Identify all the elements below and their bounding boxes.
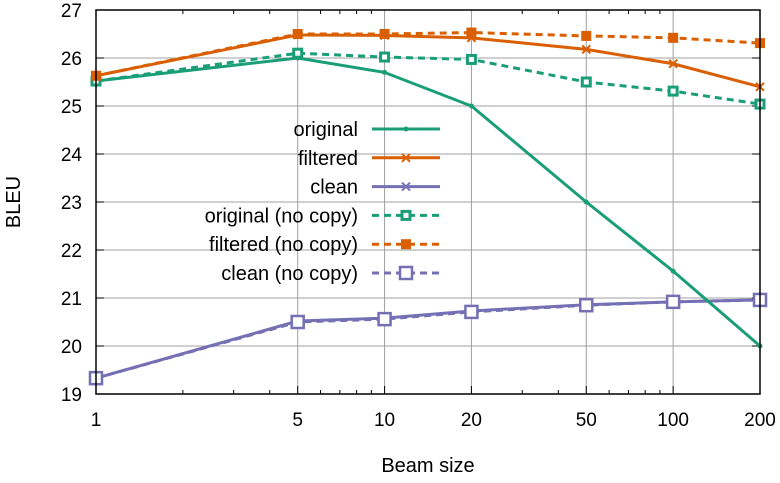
series-clean-no-copy- — [88, 292, 768, 386]
y-tick-label: 19 — [61, 385, 82, 406]
y-tick-label: 22 — [61, 241, 82, 262]
point-marker — [379, 51, 391, 63]
series-line — [95, 33, 761, 89]
point-marker — [579, 297, 594, 313]
point-marker — [377, 311, 392, 327]
point-marker — [668, 32, 679, 43]
x-axis-label: Beam size — [381, 455, 474, 477]
point-marker — [403, 126, 409, 132]
x-tick-label: 200 — [744, 410, 776, 431]
legend-label: original (no copy) — [205, 205, 358, 227]
legend-item: filtered (no copy) — [209, 234, 440, 256]
legend-item: clean — [310, 177, 440, 199]
point-marker — [398, 265, 414, 281]
point-marker — [667, 85, 679, 97]
point-marker — [379, 29, 390, 39]
legend-item: clean (no copy) — [221, 263, 440, 285]
point-marker — [468, 103, 474, 109]
ticks: 19 20 21 22 23 24 25 26 27 1 5 10 20 50 100 200 — [61, 1, 776, 431]
point-marker — [292, 29, 303, 39]
point-marker — [401, 153, 411, 163]
series-line — [95, 298, 761, 380]
x-tick-label: 20 — [461, 410, 482, 431]
point-marker — [401, 181, 411, 192]
plot-frame — [95, 9, 761, 395]
y-tick-label: 25 — [61, 97, 82, 118]
legend-label: filtered — [298, 148, 358, 170]
point-marker — [665, 294, 681, 310]
grid — [96, 10, 760, 394]
point-marker — [670, 268, 676, 274]
y-tick-label: 26 — [61, 49, 82, 70]
point-marker — [668, 59, 678, 69]
point-marker — [290, 314, 305, 330]
legend-label: clean — [310, 177, 358, 199]
y-tick-label: 27 — [61, 1, 82, 22]
series-line — [95, 298, 761, 380]
y-tick-label: 23 — [61, 193, 82, 214]
point-marker — [581, 44, 591, 55]
series-filtered — [91, 30, 765, 92]
point-marker — [464, 304, 479, 320]
point-marker — [400, 209, 412, 221]
x-tick-label: 10 — [374, 410, 395, 431]
legend-item: original — [294, 119, 440, 141]
point-marker — [583, 199, 589, 205]
y-tick-label: 21 — [61, 289, 82, 310]
point-marker — [466, 27, 477, 38]
series-clean — [91, 295, 765, 383]
x-tick-label: 1 — [91, 410, 102, 431]
legend-label: original — [294, 119, 358, 141]
point-marker — [465, 53, 477, 65]
point-marker — [581, 30, 592, 41]
series-layer — [88, 27, 768, 386]
point-marker — [580, 76, 592, 88]
legend-item: original (no copy) — [205, 205, 440, 227]
legend: original filtered clean original (no copy) f… — [205, 119, 440, 285]
x-tick-label: 50 — [576, 410, 597, 431]
y-tick-label: 20 — [61, 337, 82, 358]
legend-label: clean (no copy) — [221, 263, 358, 285]
x-tick-label: 5 — [292, 410, 303, 431]
legend-label: filtered (no copy) — [209, 234, 358, 256]
point-marker — [382, 69, 388, 75]
y-tick-label: 24 — [61, 145, 83, 166]
y-axis-label: BLEU — [3, 176, 25, 228]
point-marker — [401, 239, 411, 250]
point-marker — [292, 47, 304, 59]
legend-item: filtered — [298, 148, 440, 170]
x-tick-label: 100 — [657, 410, 689, 431]
